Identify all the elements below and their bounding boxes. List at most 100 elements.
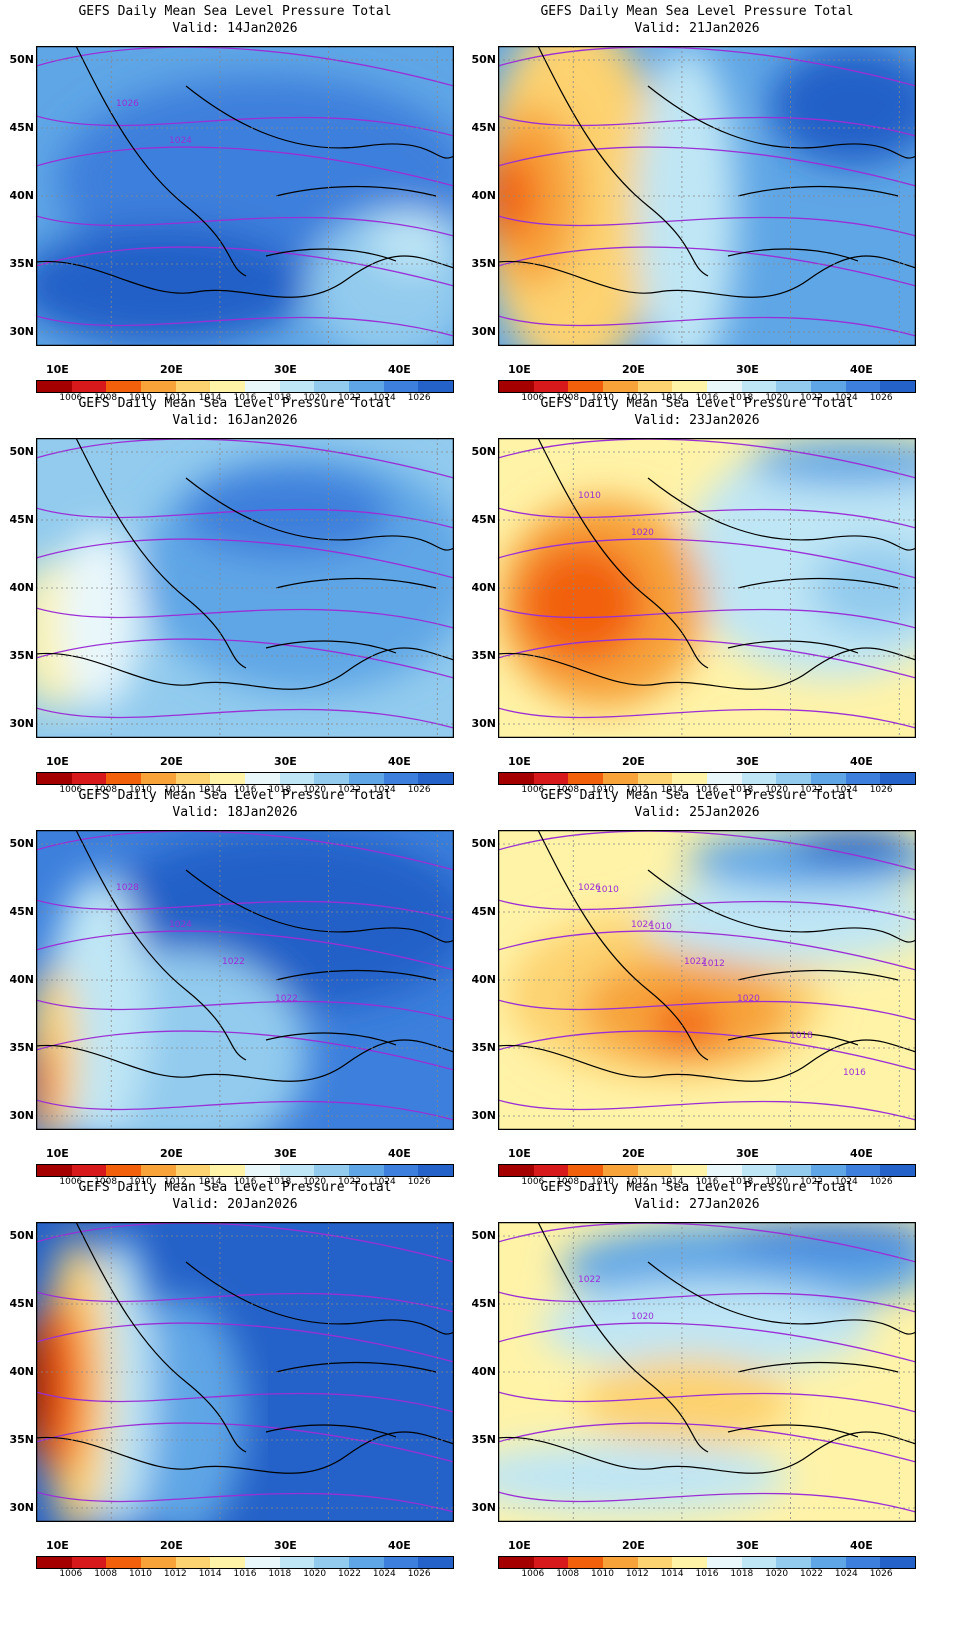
colorbar-swatch bbox=[106, 381, 142, 392]
colorbar-label: 1016 bbox=[233, 1569, 257, 1579]
latitude-label: 35N bbox=[471, 649, 496, 662]
latitude-label: 50N bbox=[471, 1229, 496, 1242]
colorbar bbox=[498, 1164, 916, 1177]
isobar-line bbox=[498, 1291, 916, 1313]
contour-label: 1022 bbox=[684, 957, 707, 967]
coastline bbox=[498, 438, 916, 690]
isobar-line bbox=[36, 315, 454, 337]
longitude-label: 30E bbox=[736, 1147, 759, 1160]
latitude-label: 40N bbox=[471, 189, 496, 202]
colorbar-label: 1022 bbox=[800, 393, 823, 403]
colorbar-swatch bbox=[776, 773, 812, 784]
longitude-label: 20E bbox=[622, 755, 645, 768]
colorbar-swatch bbox=[279, 1165, 315, 1176]
isobar-line bbox=[36, 507, 454, 529]
colorbar-swatch bbox=[603, 1165, 638, 1176]
latitude-label: 45N bbox=[471, 1297, 496, 1310]
longitude-label: 40E bbox=[850, 1539, 873, 1552]
isobar-line bbox=[36, 215, 454, 237]
colorbar-label: 1024 bbox=[834, 393, 858, 403]
longitude-label: 30E bbox=[736, 363, 759, 376]
contour-label: 1018 bbox=[790, 1031, 813, 1041]
pressure-region bbox=[370, 211, 454, 271]
colorbar-swatch bbox=[349, 1557, 384, 1568]
contour-label: 1022 bbox=[275, 994, 298, 1004]
colorbar-label: 1022 bbox=[338, 393, 361, 403]
pressure-region bbox=[36, 1327, 53, 1447]
colorbar-label: 1010 bbox=[129, 1569, 152, 1579]
colorbar-swatch bbox=[279, 381, 315, 392]
colorbar-swatch bbox=[314, 773, 350, 784]
colorbar-swatch bbox=[37, 1165, 72, 1176]
longitude-label: 10E bbox=[508, 1539, 531, 1552]
isobar-line bbox=[36, 930, 454, 971]
latitude-label: 45N bbox=[9, 1297, 34, 1310]
isobar-line bbox=[498, 246, 916, 287]
colorbar-swatch bbox=[845, 381, 881, 392]
colorbar-swatch bbox=[106, 1557, 142, 1568]
colorbar-label: 1024 bbox=[834, 1177, 858, 1187]
latitude-label: 30N bbox=[471, 325, 496, 338]
colorbar-swatch bbox=[141, 1165, 176, 1176]
latitude-label: 30N bbox=[471, 717, 496, 730]
panel-title: GEFS Daily Mean Sea Level Pressure Total bbox=[540, 396, 854, 411]
map-panel-p1: GEFS Daily Mean Sea Level Pressure Total… bbox=[0, 0, 470, 410]
longitude-label: 20E bbox=[622, 1539, 645, 1552]
colorbar-swatch bbox=[533, 1165, 569, 1176]
latitude-label: 30N bbox=[9, 1501, 34, 1514]
latitude-label: 40N bbox=[471, 1365, 496, 1378]
latitude-label: 35N bbox=[9, 257, 34, 270]
colorbar-label: 1020 bbox=[303, 1569, 327, 1579]
colorbar-swatch bbox=[776, 1557, 812, 1568]
pressure-region bbox=[769, 46, 916, 166]
colorbar-swatch bbox=[741, 1165, 777, 1176]
colorbar-label: 1006 bbox=[521, 393, 545, 403]
colorbar-label: 1012 bbox=[163, 785, 187, 795]
isobar-line bbox=[498, 315, 916, 337]
panel-title: GEFS Daily Mean Sea Level Pressure Total bbox=[540, 4, 854, 19]
colorbar-swatch bbox=[383, 1557, 419, 1568]
contour-label: 1022 bbox=[222, 957, 245, 967]
latitude-label: 30N bbox=[9, 325, 34, 338]
colorbar-label: 1016 bbox=[233, 785, 257, 795]
longitude-label: 40E bbox=[850, 363, 873, 376]
colorbar-label: 1006 bbox=[521, 785, 545, 795]
colorbar-swatch bbox=[383, 381, 419, 392]
isobar-line bbox=[498, 146, 916, 187]
contour-label: 1028 bbox=[116, 883, 139, 893]
panel-valid-date: Valid: 14Jan2026 bbox=[172, 21, 298, 36]
longitude-label: 10E bbox=[46, 1147, 69, 1160]
map-panel-p2: GEFS Daily Mean Sea Level Pressure Total… bbox=[462, 0, 932, 410]
latitude-label: 40N bbox=[471, 973, 496, 986]
colorbar-label: 1018 bbox=[268, 785, 292, 795]
colorbar-label: 1020 bbox=[765, 393, 789, 403]
colorbar-label: 1014 bbox=[660, 785, 684, 795]
colorbar-label: 1010 bbox=[129, 393, 152, 403]
latitude-label: 45N bbox=[9, 905, 34, 918]
panel-title: GEFS Daily Mean Sea Level Pressure Total bbox=[78, 1180, 392, 1195]
isobar-line bbox=[498, 1322, 916, 1363]
isobar-line bbox=[36, 1291, 454, 1313]
latitude-label: 45N bbox=[471, 513, 496, 526]
isobar-line bbox=[498, 607, 916, 629]
colorbar-swatch bbox=[418, 1557, 454, 1568]
isobar-line bbox=[498, 1491, 916, 1513]
colorbar-label: 1016 bbox=[695, 1569, 719, 1579]
colorbar-label: 1020 bbox=[765, 1569, 789, 1579]
colorbar-label: 1010 bbox=[129, 785, 152, 795]
colorbar-swatch bbox=[811, 1557, 846, 1568]
colorbar-swatch bbox=[418, 773, 454, 784]
colorbar-swatch bbox=[383, 1165, 419, 1176]
colorbar-label: 1026 bbox=[407, 1569, 431, 1579]
colorbar-label: 1008 bbox=[556, 785, 580, 795]
pressure-region bbox=[581, 1357, 791, 1447]
colorbar bbox=[36, 1164, 454, 1177]
pressure-map: 1028 1024 1022 1022 bbox=[36, 830, 454, 1130]
coastline bbox=[36, 438, 454, 690]
isobar-line bbox=[498, 507, 916, 529]
latitude-label: 45N bbox=[471, 905, 496, 918]
colorbar-swatch bbox=[637, 1165, 673, 1176]
longitude-label: 10E bbox=[46, 755, 69, 768]
pressure-region bbox=[36, 1297, 87, 1477]
latitude-label: 35N bbox=[9, 649, 34, 662]
